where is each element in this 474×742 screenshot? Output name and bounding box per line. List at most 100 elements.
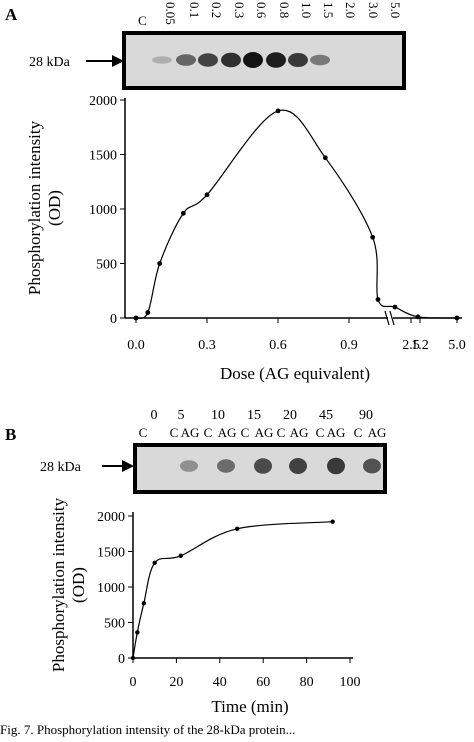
lane-label: C bbox=[139, 425, 148, 440]
x-tick-label: 80 bbox=[300, 675, 314, 690]
data-point bbox=[145, 310, 151, 315]
data-point bbox=[157, 261, 163, 266]
data-point bbox=[322, 155, 328, 161]
panel-a-y-ticks: 0 500 1000 1500 2000 bbox=[89, 94, 125, 327]
time-label: 5 bbox=[178, 408, 185, 423]
y-tick-label: 2000 bbox=[97, 510, 125, 525]
x-tick-label: 0.9 bbox=[340, 338, 358, 353]
lane-label: C bbox=[138, 13, 147, 28]
lane-label: AG bbox=[290, 425, 309, 440]
blot-band bbox=[217, 459, 235, 473]
blot-band bbox=[310, 54, 330, 66]
lane-label: 0.3 bbox=[232, 2, 247, 18]
time-label: 20 bbox=[283, 408, 297, 423]
x-tick-label: 40 bbox=[213, 675, 227, 690]
panel-a-points bbox=[133, 108, 460, 321]
blot-band bbox=[152, 56, 172, 64]
y-tick-label: 0 bbox=[110, 312, 117, 327]
panel-b-ylabel-line2: (OD) bbox=[69, 567, 88, 603]
x-tick-label: 0.3 bbox=[198, 338, 216, 353]
lane-label: AG bbox=[368, 425, 387, 440]
lane-label: C bbox=[241, 425, 250, 440]
data-point bbox=[141, 601, 147, 606]
panel-a-xlabel: Dose (AG equivalent) bbox=[220, 364, 370, 383]
panel-b-axes bbox=[132, 512, 353, 659]
y-tick-label: 1500 bbox=[89, 149, 117, 164]
blot-band bbox=[363, 458, 381, 474]
panel-a-axes bbox=[124, 98, 462, 326]
time-label: 0 bbox=[151, 408, 158, 423]
lane-label: 3.0 bbox=[366, 2, 381, 18]
blot-band bbox=[180, 460, 198, 472]
y-tick-label: 1000 bbox=[89, 203, 117, 218]
y-tick-label: 2000 bbox=[89, 94, 117, 109]
lane-label: AG bbox=[327, 425, 346, 440]
lane-label: 2.0 bbox=[343, 2, 358, 18]
panel-a-ylabel-line1: Phosphorylation intensity bbox=[25, 120, 44, 295]
x-tick-label: 5.0 bbox=[448, 338, 466, 353]
panel-b-letter: B bbox=[5, 425, 16, 444]
data-point bbox=[135, 630, 140, 635]
lane-label: AG bbox=[181, 425, 200, 440]
panel-b-points bbox=[130, 519, 335, 661]
panel-b-ylabel-line1: Phosphorylation intensity bbox=[49, 497, 68, 672]
data-point bbox=[204, 192, 210, 198]
lane-label: 0.6 bbox=[254, 2, 269, 19]
data-point bbox=[130, 655, 136, 661]
lane-label: C bbox=[316, 425, 325, 440]
lane-label: C bbox=[204, 425, 213, 440]
panel-b-bands bbox=[180, 457, 381, 475]
panel-a-marker-arrow bbox=[86, 55, 124, 67]
panel-a-letter: A bbox=[5, 5, 18, 24]
panel-b-x-ticks: 0 20 40 60 80 100 bbox=[130, 658, 361, 690]
x-tick-label: 1.2 bbox=[411, 338, 429, 353]
data-point bbox=[178, 553, 183, 558]
data-point bbox=[375, 297, 381, 302]
time-label: 10 bbox=[211, 408, 225, 423]
data-point bbox=[370, 234, 376, 240]
blot-band bbox=[254, 458, 272, 474]
panel-a-ylabel-line2: (OD) bbox=[45, 190, 64, 226]
y-tick-label: 500 bbox=[104, 617, 125, 632]
blot-band bbox=[289, 458, 307, 474]
time-label: 45 bbox=[319, 408, 333, 423]
lane-label: C bbox=[354, 425, 363, 440]
data-point bbox=[152, 560, 157, 566]
panel-b-marker-arrow bbox=[102, 460, 134, 472]
lane-label: 1.0 bbox=[299, 2, 314, 18]
x-tick-label: 2.5 bbox=[402, 338, 420, 353]
x-tick-label: 0.6 bbox=[269, 338, 287, 353]
panel-b-y-ticks: 0 500 1000 1500 2000 bbox=[97, 510, 133, 667]
lane-label: AG bbox=[218, 425, 237, 440]
panel-a-bands bbox=[152, 52, 330, 68]
blot-band bbox=[198, 53, 218, 67]
time-label: 90 bbox=[359, 408, 373, 423]
x-tick-label: 100 bbox=[340, 675, 361, 690]
y-tick-label: 1000 bbox=[97, 581, 125, 596]
blot-band bbox=[176, 54, 196, 66]
panel-b-curve bbox=[132, 521, 333, 659]
lane-label: AG bbox=[255, 425, 274, 440]
x-tick-label: 0.0 bbox=[127, 338, 145, 353]
panel-a-marker-label: 28 kDa bbox=[29, 55, 71, 70]
x-tick-label: 20 bbox=[169, 675, 183, 690]
data-point bbox=[275, 108, 281, 114]
blot-band bbox=[221, 52, 241, 68]
blot-band bbox=[266, 52, 286, 68]
blot-band bbox=[327, 457, 345, 475]
lane-label: C bbox=[170, 425, 179, 440]
y-tick-label: 500 bbox=[96, 258, 117, 273]
panel-a-lane-labels: C 0.05 0.1 0.2 0.3 0.6 0.8 1.0 1.5 2.0 3.0 5.0 bbox=[138, 2, 403, 28]
blot-band bbox=[243, 52, 263, 68]
lane-label: C bbox=[277, 425, 286, 440]
x-tick-label: 0 bbox=[130, 675, 137, 690]
lane-label: 0.05 bbox=[163, 2, 178, 25]
time-label: 15 bbox=[247, 408, 261, 423]
lane-label: 0.1 bbox=[187, 2, 202, 18]
figure-caption: Fig. 7. Phosphorylation intensity of the… bbox=[0, 722, 296, 737]
data-point bbox=[180, 210, 186, 216]
lane-label: 0.2 bbox=[209, 2, 224, 18]
panel-b-xlabel: Time (min) bbox=[211, 697, 288, 716]
lane-label: 5.0 bbox=[388, 2, 403, 18]
data-point bbox=[392, 304, 398, 310]
